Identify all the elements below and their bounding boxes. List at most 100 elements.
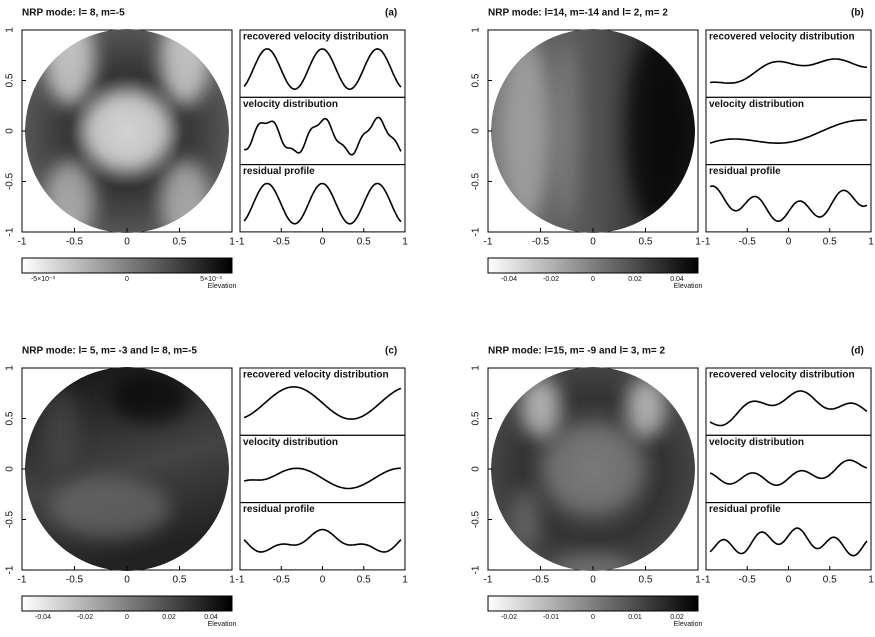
disk-feature bbox=[511, 488, 541, 548]
x-tick-label: 1 bbox=[229, 575, 235, 586]
colorbar bbox=[487, 257, 699, 274]
x-tick-label: 0.5 bbox=[639, 237, 653, 248]
colorbar-label: Elevation bbox=[674, 283, 703, 290]
colorbar-tick-label: -0.02 bbox=[501, 614, 517, 621]
disk-feature bbox=[45, 29, 95, 105]
colorbar-tick-label: 0.04 bbox=[204, 614, 218, 621]
profile-curve bbox=[709, 390, 868, 427]
y-tick-label: 0.5 bbox=[471, 411, 482, 425]
disk-feature bbox=[40, 388, 80, 468]
y-tick-label: 0.5 bbox=[471, 73, 482, 87]
x-tick-label: 1 bbox=[402, 575, 408, 586]
colorbar bbox=[21, 595, 233, 612]
colorbar-tick-label: 0 bbox=[125, 276, 129, 283]
x-tick-label: 0 bbox=[124, 575, 130, 586]
profile-label: residual profile bbox=[709, 166, 781, 177]
colorbar-tick-label: 0.04 bbox=[670, 276, 684, 283]
disk-feature bbox=[160, 29, 210, 105]
x-tick-label: -0.5 bbox=[66, 575, 84, 586]
profile-label: velocity distribution bbox=[243, 437, 338, 448]
x-tick-label: 1 bbox=[868, 575, 874, 586]
profile-label: recovered velocity distribution bbox=[709, 32, 855, 43]
y-tick-label: 0.5 bbox=[5, 411, 16, 425]
panel: NRP mode: l=14, m=-14 and l= 2, m= 2 (b) -… bbox=[471, 8, 875, 290]
x-tick-label: -1 bbox=[484, 575, 493, 586]
x-tick-label: 1 bbox=[695, 575, 701, 586]
profile-curve bbox=[709, 185, 868, 223]
disk-feature bbox=[45, 160, 95, 233]
panel-title: NRP mode: l= 5, m= -3 and l= 8, m=-5 bbox=[22, 346, 197, 357]
colorbar-tick-label: -0.04 bbox=[501, 276, 517, 283]
colorbar-tick-label: 0 bbox=[591, 276, 595, 283]
profile-label: residual profile bbox=[243, 504, 315, 515]
x-tick-label: 0.5 bbox=[173, 237, 187, 248]
panel-letter: (b) bbox=[851, 8, 864, 19]
x-tick-label: 0 bbox=[320, 575, 326, 586]
panel: NRP mode: l= 5, m= -3 and l= 8, m=-5 (c) -… bbox=[5, 346, 409, 628]
y-tick-label: 1 bbox=[5, 365, 16, 371]
x-tick-label: 0.5 bbox=[823, 237, 837, 248]
y-tick-label: -1 bbox=[471, 227, 482, 236]
profile-curve bbox=[243, 467, 401, 490]
x-tick-label: 1 bbox=[868, 237, 874, 248]
disk-feature bbox=[626, 378, 666, 438]
disk-feature bbox=[110, 373, 190, 423]
y-tick-label: -0.5 bbox=[471, 172, 482, 190]
colorbar-tick-label: -0.01 bbox=[543, 614, 559, 621]
disk-feature bbox=[501, 41, 551, 221]
panel-letter: (c) bbox=[385, 346, 397, 357]
disk-feature bbox=[521, 378, 561, 438]
profile-curve bbox=[710, 58, 867, 84]
x-tick-label: 1 bbox=[229, 237, 235, 248]
x-tick-label: -1 bbox=[18, 237, 27, 248]
y-tick-label: -1 bbox=[5, 565, 16, 574]
x-tick-label: 0 bbox=[124, 237, 130, 248]
y-tick-label: -0.5 bbox=[471, 510, 482, 528]
y-tick-label: 1 bbox=[471, 27, 482, 33]
profile-label: recovered velocity distribution bbox=[243, 370, 389, 381]
panel-letter: (d) bbox=[851, 346, 864, 357]
colorbar-tick-label: 0 bbox=[591, 614, 595, 621]
y-tick-label: -0.5 bbox=[5, 172, 16, 190]
x-tick-label: -1 bbox=[702, 237, 711, 248]
x-tick-label: -0.5 bbox=[273, 237, 291, 248]
y-tick-label: 0.5 bbox=[5, 73, 16, 87]
colorbar-tick-label: 0 bbox=[125, 614, 129, 621]
disk-feature bbox=[626, 36, 686, 226]
colorbar-tick-label: 0.02 bbox=[628, 276, 642, 283]
profile-label: residual profile bbox=[243, 166, 315, 177]
disk-feature bbox=[543, 424, 643, 514]
panel-title: NRP mode: l=14, m=-14 and l= 2, m= 2 bbox=[488, 8, 668, 19]
y-tick-label: -1 bbox=[471, 565, 482, 574]
x-tick-label: -1 bbox=[702, 575, 711, 586]
y-tick-label: 1 bbox=[5, 27, 16, 33]
disk-feature bbox=[554, 41, 578, 221]
x-tick-label: -0.5 bbox=[532, 575, 550, 586]
colorbar-label: Elevation bbox=[208, 621, 237, 628]
x-tick-label: 0 bbox=[590, 575, 596, 586]
x-tick-label: -0.5 bbox=[66, 237, 84, 248]
profile-curve bbox=[243, 386, 402, 420]
x-tick-label: 0 bbox=[786, 575, 792, 586]
colorbar bbox=[21, 257, 233, 274]
x-tick-label: -0.5 bbox=[532, 237, 550, 248]
panel-letter: (a) bbox=[385, 8, 397, 19]
colorbar-tick-label: 0.01 bbox=[628, 614, 642, 621]
x-tick-label: 0.5 bbox=[173, 575, 187, 586]
disk-feature bbox=[82, 91, 172, 171]
profile-curve bbox=[709, 459, 868, 486]
colorbar-tick-label: -0.04 bbox=[35, 614, 51, 621]
x-tick-label: -0.5 bbox=[739, 237, 757, 248]
x-tick-label: 0.5 bbox=[357, 575, 371, 586]
colorbar-tick-label: -0.02 bbox=[543, 276, 559, 283]
x-tick-label: 1 bbox=[695, 237, 701, 248]
y-tick-label: 0 bbox=[5, 466, 16, 472]
y-tick-label: -0.5 bbox=[5, 510, 16, 528]
y-tick-label: 0 bbox=[471, 128, 482, 134]
stellar-disk bbox=[25, 367, 229, 571]
colorbar-label: Elevation bbox=[674, 621, 703, 628]
x-tick-label: -0.5 bbox=[739, 575, 757, 586]
y-tick-label: 0 bbox=[5, 128, 16, 134]
profile-curve bbox=[244, 116, 402, 156]
x-tick-label: 0 bbox=[786, 237, 792, 248]
